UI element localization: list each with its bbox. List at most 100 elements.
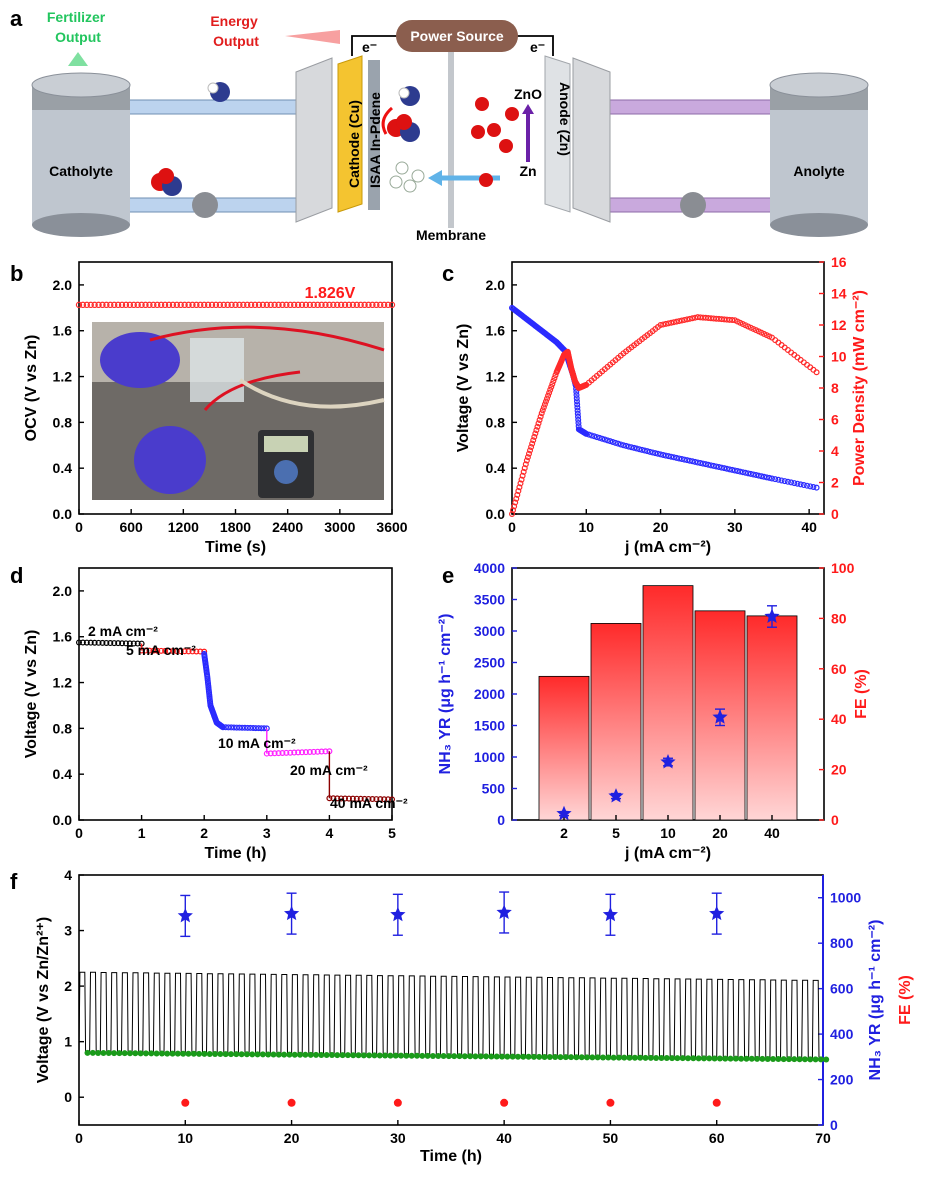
power-density-point [528, 443, 535, 450]
left-electron-label: e⁻ [362, 39, 377, 55]
voltage-point [585, 431, 592, 438]
discharge-voltage-point [743, 1055, 750, 1062]
x-tick-label: 2 [560, 825, 568, 841]
zn-oxidation-arrowhead [522, 104, 534, 114]
fe-point [181, 1098, 190, 1107]
ocv-point [247, 301, 255, 309]
x-tick-label: 30 [727, 519, 743, 535]
y-tick-label: 2.0 [53, 583, 73, 599]
voltage-point [778, 477, 785, 484]
zn-label: Zn [519, 163, 536, 179]
voltage-point [573, 398, 580, 405]
ocv-point [75, 301, 83, 309]
x-tick-label: 40 [496, 1130, 512, 1146]
left-wire [351, 35, 400, 56]
discharge-voltage-point [318, 1051, 325, 1058]
discharge-voltage-point [174, 1050, 181, 1057]
x-tick-label: 70 [815, 1130, 831, 1146]
power-density-point [515, 488, 522, 495]
discharge-voltage-point [732, 1055, 739, 1062]
y2-tick-label: 16 [831, 254, 847, 270]
voltage-point [574, 404, 581, 411]
power-source-label: Power Source [410, 28, 504, 44]
ocv-point [236, 301, 243, 309]
energy-output-arrow [285, 30, 340, 44]
energy-output-label: Energy Output [210, 13, 261, 49]
step-point-2 [219, 724, 226, 731]
fertilizer-output-arrow [68, 52, 88, 66]
y2-tick-label: 8 [831, 380, 839, 396]
discharge-voltage-point [297, 1051, 304, 1058]
membrane [448, 50, 454, 228]
discharge-voltage-point [259, 1051, 266, 1058]
voltage-point [766, 474, 773, 481]
ocv-point [200, 301, 208, 309]
step-point-4 [338, 795, 345, 802]
voltage-point [646, 448, 653, 455]
voltage-point [596, 434, 603, 441]
ocv-point [161, 301, 169, 309]
step-point-0 [75, 639, 82, 646]
ocv-point [365, 301, 372, 309]
discharge-voltage-point [281, 1051, 288, 1058]
discharge-voltage-point [477, 1053, 484, 1060]
y-axis-label: Voltage (V vs Zn) [23, 630, 40, 759]
discharge-voltage-point [201, 1050, 208, 1057]
voltage-point [636, 446, 643, 453]
step-point-0 [103, 639, 110, 646]
discharge-voltage-point [770, 1055, 777, 1062]
y2-tick-label: 12 [831, 317, 847, 333]
power-density-point [550, 378, 557, 385]
step-label: 2 mA cm⁻² [88, 623, 158, 639]
ocv-point [310, 301, 317, 309]
discharge-voltage-point [392, 1052, 399, 1059]
y-tick-label: 1.6 [53, 323, 73, 339]
discharge-voltage-point [584, 1054, 591, 1061]
y2-tick-label: 4 [831, 443, 839, 459]
ocv-point [126, 301, 134, 309]
ocv-point [259, 301, 267, 309]
anolyte-label: Anolyte [793, 163, 845, 179]
power-density-point [539, 407, 546, 414]
discharge-voltage-point [84, 1049, 91, 1056]
ocv-point [271, 301, 278, 309]
discharge-voltage-point [791, 1056, 798, 1063]
step-point-0 [126, 640, 133, 647]
voltage-point [604, 437, 611, 444]
discharge-voltage-point [642, 1054, 649, 1061]
step-point-4 [353, 795, 360, 802]
ocv-point [326, 301, 333, 309]
step-point-3 [318, 748, 325, 755]
discharge-voltage-point [265, 1051, 272, 1058]
step-point-1 [189, 648, 196, 655]
energy-output-line-2: Output [213, 33, 259, 49]
panel-label-d: d [10, 563, 23, 588]
voltage-point [684, 457, 691, 464]
voltage-point [668, 453, 675, 460]
step-point-2 [261, 725, 268, 732]
discharge-voltage-point [615, 1054, 622, 1061]
right-wire [516, 35, 554, 56]
power-density-point [513, 495, 520, 502]
y2-axis-label-yr: NH₃ YR (μg h⁻¹ cm⁻²) [867, 920, 884, 1081]
discharge-voltage-point [653, 1054, 660, 1061]
discharge-voltage-point [775, 1056, 782, 1063]
discharge-voltage-point [111, 1050, 118, 1057]
voltage-point [781, 478, 788, 485]
voltage-point [638, 446, 645, 453]
voltage-point [686, 457, 693, 464]
x-tick-label: 20 [712, 825, 728, 841]
power-density-point [547, 386, 554, 393]
panel-label-e: e [442, 563, 454, 588]
yr-star-point [709, 905, 725, 921]
power-density-point [678, 317, 685, 324]
step-point-3 [299, 749, 306, 756]
ocv-point [185, 301, 192, 309]
anolyte-pump [680, 192, 706, 218]
y2-tick-label: 600 [830, 981, 854, 997]
x-tick-label: 40 [764, 825, 780, 841]
step-point-2 [241, 724, 248, 731]
ocv-point [377, 301, 384, 309]
reaction-arrow [381, 106, 394, 135]
power-density-point [673, 318, 680, 325]
